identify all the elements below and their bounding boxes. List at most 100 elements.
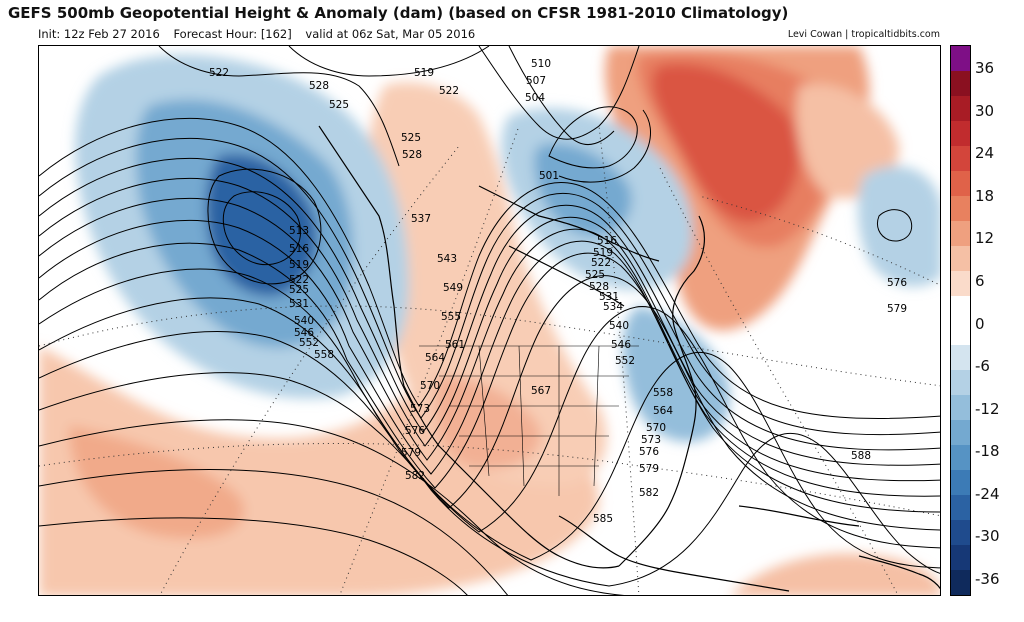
contour-label: 531 [599,291,619,303]
colorbar-segment [951,295,970,321]
contour-label: 504 [525,92,545,104]
contour-label: 522 [209,67,229,79]
colorbar-tick-label: 0 [975,314,985,333]
contour-label: 528 [589,281,609,293]
contour-label: 540 [294,315,314,327]
init-time: Init: 12z Feb 27 2016 [38,27,160,41]
contour-label: 519 [414,67,434,79]
colorbar-segment [951,120,970,147]
colorbar-segment [951,570,970,596]
height-anomaly-map: 522 528 525 519 522 510 507 504 501 525 528 537 543 5… [38,45,941,596]
colorbar-tick-label: -12 [975,399,1000,418]
colorbar-segment [951,520,970,546]
graticule [39,125,940,595]
colorbar-segment [951,70,970,97]
valid-time: valid at 06z Sat, Mar 05 2016 [305,27,476,41]
contour-label: 525 [401,132,421,144]
contour-label: 534 [603,301,623,313]
contour-label: 588 [851,450,871,462]
colorbar-tick-label: 18 [975,186,995,205]
contour-label: 576 [639,446,659,458]
contour-label: 579 [887,303,907,315]
contour-label: 507 [526,75,546,87]
credit-text: Levi Cowan | tropicaltidbits.com [787,29,940,40]
colorbar-segment [951,370,970,396]
contour-label: 516 [597,235,617,247]
contour-label: 522 [591,257,611,269]
negative-anomaly-east-coast [622,306,730,442]
colorbar-segment [951,245,970,272]
contour-label: 573 [410,403,430,415]
forecast-hour: Forecast Hour: [162] [173,27,292,41]
positive-anomaly-east-outer [796,84,899,199]
political-borders [419,345,639,496]
colorbar-segment [951,395,970,421]
contour-label: 537 [411,213,431,225]
positive-anomaly-central-na [368,82,607,486]
colorbar-segment [951,195,970,222]
contour-label: 531 [289,298,309,310]
negative-anomaly-pacific-core [206,154,317,297]
colorbar-segment [951,170,970,197]
colorbar-tick-label: 12 [975,229,995,248]
colorbar-tick-label: 36 [975,59,995,77]
colorbar-segment [951,270,970,297]
anomaly-shading [39,46,940,595]
contour-label: 570 [420,380,440,392]
height-contours [39,46,940,595]
colorbar-tick-label: -30 [975,527,1000,546]
contour-label: 519 [289,259,309,271]
positive-anomaly-pacific-core [69,426,245,539]
contour-label: 543 [437,253,457,265]
colorbar-segment [951,46,970,72]
contour-label: 561 [445,339,465,351]
contour-label: 528 [402,149,422,161]
coastlines [318,125,940,592]
positive-anomaly-caribbean [731,553,940,595]
contour-label: 567 [531,385,551,397]
contour-label: 525 [585,269,605,281]
contour-label: 558 [314,349,334,361]
colorbar-segment [951,95,970,122]
chart-subtitle: Init: 12z Feb 27 2016 Forecast Hour: [16… [38,27,485,41]
contour-label: 582 [639,487,659,499]
contour-label: 576 [405,425,425,437]
colorbar-segment [951,320,970,346]
contour-label: 522 [289,274,309,286]
colorbar-tick-label: -6 [975,357,990,376]
contour-label: 525 [329,99,349,111]
negative-anomaly-atlantic [857,166,940,287]
contour-label: 552 [615,355,635,367]
colorbar-tick-label: 6 [975,271,985,290]
contour-label: 573 [641,434,661,446]
contour-label: 576 [887,277,907,289]
colorbar-tick-label: -18 [975,442,1000,461]
contour-label: 570 [646,422,666,434]
contour-label: 585 [593,513,613,525]
contour-label: 552 [299,337,319,349]
chart-title: GEFS 500mb Geopotential Height & Anomaly… [8,4,789,22]
colorbar-segment [951,445,970,471]
contour-labels: 5225285255195225105075045015255285375435… [209,58,907,525]
colorbar-segment [951,420,970,446]
contour-label: 555 [441,311,461,323]
map-canvas: 5225285255195225105075045015255285375435… [39,46,940,595]
contour-label: 513 [289,225,309,237]
contour-label: 558 [653,387,673,399]
colorbar-tick-label: 30 [975,101,995,120]
colorbar-segment [951,495,970,521]
contour-label: 510 [531,58,551,70]
contour-label: 525 [289,284,309,296]
colorbar-tick-label: -36 [975,570,1000,588]
contour-label: 522 [439,85,459,97]
colorbar-segment [951,145,970,172]
anomaly-colorbar [950,45,971,596]
colorbar-tick-label: -24 [975,484,1000,503]
colorbar-segment [951,220,970,247]
contour-label: 501 [539,170,559,182]
colorbar-segment [951,345,970,371]
contour-label: 546 [611,339,631,351]
contour-label: 564 [653,405,673,417]
positive-anomaly-north-atlantic-mid [637,52,841,248]
contour-label: 540 [609,320,629,332]
